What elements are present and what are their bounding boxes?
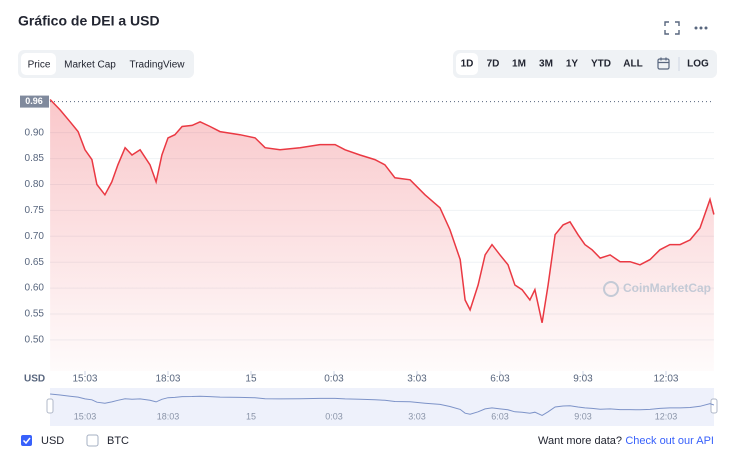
tab-group <box>18 50 194 78</box>
tab[interactable]: Market Cap <box>64 60 116 71</box>
log-button[interactable]: LOG <box>687 59 709 70</box>
title: Gráfico de DEI a USD <box>18 13 160 29</box>
y-tick-label: 0.70 <box>25 231 45 242</box>
y-tick-label: 0.85 <box>25 153 45 164</box>
range-group <box>453 50 717 78</box>
nav-tick-label: 0:03 <box>325 411 343 421</box>
price-marker-label: 0.96 <box>25 96 43 106</box>
calendar-icon[interactable] <box>657 57 670 70</box>
y-tick-label: 0.80 <box>25 179 45 190</box>
legend-label[interactable]: USD <box>41 435 64 447</box>
range-button[interactable]: 3M <box>539 59 553 70</box>
x-tick-label: 9:03 <box>573 374 593 385</box>
line <box>49 98 715 323</box>
x-tick-label: 6:03 <box>490 374 510 385</box>
x-tick-label: 12:03 <box>653 374 678 385</box>
nav-tick-label: 3:03 <box>408 411 426 421</box>
watermark: CoinMarketCap <box>623 281 711 295</box>
nav-handle[interactable] <box>710 398 718 414</box>
nav-tick-label: 18:03 <box>157 411 180 421</box>
x-tick-label: 18:03 <box>155 374 180 385</box>
prompt: Want more data? <box>538 435 622 447</box>
y-tick-label: 0.60 <box>25 283 45 294</box>
y-tick-label: 0.50 <box>25 335 45 346</box>
range-button[interactable]: 1D <box>461 59 474 70</box>
expand-icon[interactable] <box>664 21 680 35</box>
range-button[interactable]: 7D <box>487 59 500 70</box>
range-button[interactable]: 1M <box>512 59 526 70</box>
x-tick-label: 15 <box>245 374 257 385</box>
navigator <box>50 388 714 426</box>
y-tick-label: 0.55 <box>25 309 45 320</box>
y-tick-label: 0.65 <box>25 257 45 268</box>
tab[interactable]: TradingView <box>129 60 185 71</box>
nav-tick-label: 12:03 <box>655 411 678 421</box>
nav-tick-label: 6:03 <box>491 411 509 421</box>
x-tick-label: 15:03 <box>72 374 97 385</box>
legend-label[interactable]: BTC <box>107 435 129 447</box>
tab[interactable]: Price <box>28 60 51 71</box>
api-link[interactable]: Check out our API <box>625 435 714 447</box>
more-icon[interactable] <box>694 26 708 30</box>
active-range <box>456 53 478 75</box>
nav-tick-label: 9:03 <box>574 411 592 421</box>
watermark-logo <box>603 281 619 297</box>
y-tick-label: 0.75 <box>25 205 45 216</box>
x-tick-label: 0:03 <box>324 374 344 385</box>
unit-label: USD <box>24 374 45 385</box>
price-marker-box <box>20 95 49 108</box>
nav-handle[interactable] <box>46 398 54 414</box>
checkbox[interactable] <box>86 434 99 447</box>
area <box>50 99 714 371</box>
checkbox-checked[interactable] <box>21 435 32 446</box>
nav-tick-label: 15:03 <box>74 411 97 421</box>
check <box>22 437 31 445</box>
y-tick-label: 0.90 <box>25 127 45 138</box>
nav-line <box>50 393 715 416</box>
nav-tick-label: 15 <box>246 411 256 421</box>
x-tick-label: 3:03 <box>407 374 427 385</box>
range-button[interactable]: ALL <box>623 59 642 70</box>
active-tab <box>21 53 56 75</box>
range-button[interactable]: 1Y <box>566 59 579 70</box>
range-button[interactable]: YTD <box>591 59 611 70</box>
